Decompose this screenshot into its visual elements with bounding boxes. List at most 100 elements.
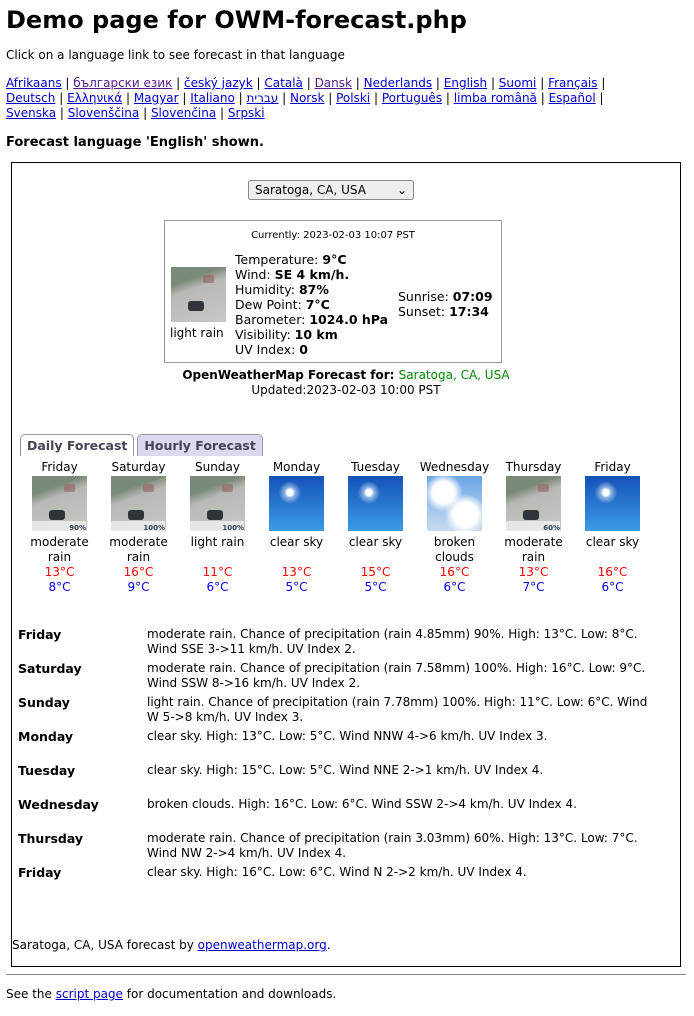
footer: See the script page for documentation an… — [6, 987, 688, 1001]
low-temp: 5°C — [364, 580, 387, 594]
detail-text: clear sky. High: 16°C. Low: 6°C. Wind N … — [147, 865, 527, 879]
current-value: 9°C — [322, 252, 347, 267]
forecast-day: Wednesday broken clouds 16°C 6°C — [415, 460, 494, 595]
detail-text: moderate rain. Chance of precipitation (… — [147, 627, 638, 656]
current-value-label: Barometer: — [235, 312, 310, 327]
language-link[interactable]: Afrikaans — [6, 76, 62, 90]
current-value: 1024.0 hPa — [309, 312, 389, 327]
language-link[interactable]: Polski — [336, 91, 371, 105]
separator: | — [536, 76, 549, 90]
tab-daily-forecast[interactable]: Daily Forecast — [20, 434, 135, 456]
detail-day: Friday — [18, 627, 62, 642]
forecast-for-label: OpenWeatherMap Forecast for: — [182, 368, 399, 382]
language-link[interactable]: limba română — [453, 91, 537, 105]
language-link[interactable]: Italiano — [190, 91, 235, 105]
high-temp: 16°C — [123, 565, 154, 579]
language-link[interactable]: Dansk — [314, 76, 352, 90]
language-link[interactable]: Català — [264, 76, 303, 90]
forecast-day: Sunday 100% light rain 11°C 6°C — [178, 460, 257, 595]
language-link[interactable]: český jazyk — [184, 76, 253, 90]
forecast-day: Monday clear sky 13°C 5°C — [257, 460, 336, 595]
detail-day: Monday — [18, 729, 74, 744]
separator: | — [324, 91, 337, 105]
language-link[interactable]: Nederlands — [363, 76, 433, 90]
language-link[interactable]: Svenska — [6, 106, 57, 120]
detail-row: Thursday moderate rain. Chance of precipi… — [18, 831, 658, 865]
detail-day: Saturday — [18, 661, 82, 676]
detail-text: moderate rain. Chance of precipitation (… — [147, 661, 646, 690]
current-value-row: Dew Point: 7°C — [235, 297, 388, 312]
day-name: Tuesday — [351, 460, 400, 474]
chevron-down-icon: ⌄ — [396, 183, 407, 197]
current-value-row: Barometer: 1024.0 hPa — [235, 312, 388, 327]
updated-time: Updated:2023-02-03 10:00 PST — [251, 383, 441, 397]
current-value-label: Temperature: — [235, 252, 323, 267]
current-value: 87% — [298, 282, 329, 297]
owm-link[interactable]: openweathermap.org — [197, 938, 327, 952]
language-link[interactable]: български език — [73, 76, 173, 90]
separator: | — [597, 76, 606, 90]
separator: | — [370, 91, 382, 105]
separator: | — [55, 91, 68, 105]
detail-row: Friday clear sky. High: 16°C. Low: 6°C. W… — [18, 865, 658, 899]
detail-day: Friday — [18, 865, 62, 880]
language-link[interactable]: Português — [381, 91, 443, 105]
day-name: Saturday — [111, 460, 166, 474]
rain-image-icon — [171, 267, 226, 322]
tab-hourly-forecast[interactable]: Hourly Forecast — [137, 434, 263, 456]
current-values: Temperature: 9°C Wind: SE 4 km/h. Humidity… — [235, 252, 388, 357]
low-temp: 5°C — [285, 580, 308, 594]
footer-suffix: for documentation and downloads. — [122, 987, 337, 1001]
intro-text: Click on a language link to see forecast… — [6, 48, 345, 62]
rain-icon: 60% — [506, 476, 561, 532]
condition: clear sky — [348, 535, 403, 549]
current-conditions: Currently: 2023-02-03 10:07 PST light ra… — [164, 220, 502, 363]
condition: light rain — [190, 535, 245, 549]
language-link[interactable]: Magyar — [133, 91, 179, 105]
language-link[interactable]: Norsk — [289, 91, 325, 105]
language-link[interactable]: Slovenščina — [67, 106, 140, 120]
language-link[interactable]: Srpski — [227, 106, 265, 120]
language-links: Afrikaans | български език | český jazyk… — [6, 76, 688, 121]
detail-day: Thursday — [18, 831, 84, 846]
high-temp: 16°C — [597, 565, 628, 579]
detail-text: broken clouds. High: 16°C. Low: 6°C. Win… — [147, 797, 577, 811]
location-select[interactable]: Saratoga, CA, USA ⌄ — [248, 180, 414, 200]
condition: moderate rain — [30, 535, 89, 564]
language-link[interactable]: Español — [548, 91, 596, 105]
separator: | — [234, 91, 247, 105]
language-link[interactable]: Suomi — [498, 76, 537, 90]
script-page-link[interactable]: script page — [55, 987, 123, 1001]
page-title: Demo page for OWM-forecast.php — [6, 6, 467, 34]
forecast-header: OpenWeatherMap Forecast for: Saratoga, C… — [12, 368, 680, 398]
language-link[interactable]: Slovenčina — [150, 106, 217, 120]
language-link[interactable]: עברית — [246, 91, 279, 105]
detail-row: Tuesday clear sky. High: 15°C. Low: 5°C. … — [18, 763, 658, 797]
detail-text: clear sky. High: 15°C. Low: 5°C. Wind NN… — [147, 763, 544, 777]
daily-forecast-details: Friday moderate rain. Chance of precipita… — [18, 627, 658, 899]
separator: | — [432, 76, 444, 90]
separator: | — [487, 76, 499, 90]
sun-icon — [348, 476, 403, 531]
detail-text: clear sky. High: 13°C. Low: 5°C. Wind NN… — [147, 729, 548, 743]
credit-text: Saratoga, CA, USA forecast by — [12, 938, 198, 952]
separator: | — [178, 91, 191, 105]
forecast-day: Tuesday clear sky 15°C 5°C — [336, 460, 415, 595]
current-value-row: Visibility: 10 km — [235, 327, 388, 342]
separator: | — [536, 91, 549, 105]
credit-suffix: . — [326, 938, 331, 952]
condition: moderate rain — [504, 535, 563, 564]
language-link[interactable]: Ελληνικά — [67, 91, 123, 105]
location-select-value: Saratoga, CA, USA — [255, 183, 366, 197]
language-link[interactable]: Français — [548, 76, 598, 90]
detail-row: Sunday light rain. Chance of precipitatio… — [18, 695, 658, 729]
language-link[interactable]: English — [443, 76, 488, 90]
high-temp: 15°C — [360, 565, 391, 579]
low-temp: 8°C — [48, 580, 71, 594]
day-name: Friday — [594, 460, 631, 474]
detail-day: Sunday — [18, 695, 70, 710]
rain-icon: 90% — [32, 476, 87, 532]
language-link[interactable]: Deutsch — [6, 91, 56, 105]
condition: clear sky — [269, 535, 324, 549]
detail-row: Friday moderate rain. Chance of precipita… — [18, 627, 658, 661]
